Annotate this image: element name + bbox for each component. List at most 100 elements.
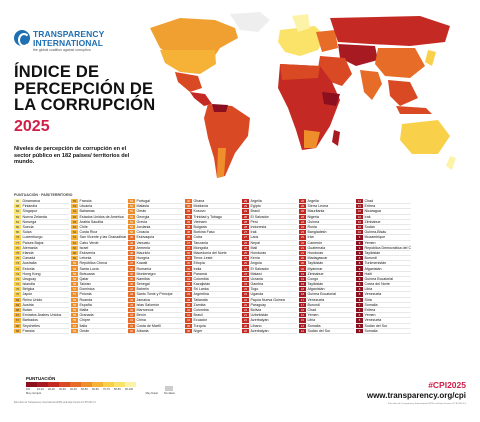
score-badge: 77: [14, 240, 21, 245]
country-name: Afganistán: [307, 287, 325, 292]
table-row: 83 Nueva Zelanda: [14, 214, 69, 220]
website-link[interactable]: www.transparency.org/cpi: [366, 391, 466, 400]
title-line-2: PERCEPCIÓN DE: [14, 79, 154, 98]
score-badge: 25: [299, 209, 306, 214]
table-row: 18 Guinea Ecuatorial: [299, 292, 354, 298]
score-badge: 20: [242, 328, 249, 333]
table-row: 61 San Vicente y las Granadinas: [71, 235, 126, 241]
table-row: 23 Togo: [242, 287, 297, 293]
country-name: Tailandia: [193, 297, 208, 302]
region-china: [375, 48, 425, 78]
table-row: 22 Paraguay: [242, 302, 297, 308]
table-row: 11 Chad: [356, 199, 411, 205]
table-row: 17 Venezuela: [299, 297, 354, 303]
table-row: 51 Grecia: [128, 219, 183, 225]
score-badge: 81: [14, 219, 21, 224]
country-name: Venezuela: [307, 297, 325, 302]
score-badge: 69: [14, 297, 21, 302]
table-row: 5 Somalia: [356, 328, 411, 334]
country-name: Namibia: [136, 276, 150, 281]
country-name: Bahréin: [136, 287, 149, 292]
score-badge: 70: [14, 287, 21, 292]
table-row: 13 Somalia: [299, 323, 354, 329]
country-name: Francia: [79, 199, 92, 204]
score-badge: 71: [14, 276, 21, 281]
country-name: Benín: [136, 313, 146, 318]
score-badge: 76: [14, 245, 21, 250]
score-badge: 37: [185, 240, 192, 245]
table-row: 33 Tailandia: [185, 297, 240, 303]
score-badge: 11: [356, 199, 363, 204]
country-name: Emiratos Árabes Unidos: [22, 313, 62, 318]
country-name: Mauricio: [136, 250, 151, 255]
country-name: Eslovaquia: [136, 235, 155, 240]
scale-swatch: [125, 382, 136, 387]
region-venezuela: [212, 104, 228, 112]
table-row: 72 Hong Kong: [14, 271, 69, 277]
country-name: Hungría: [136, 256, 150, 261]
score-badge: 22: [242, 307, 249, 313]
country-name: Estonia: [22, 266, 35, 271]
country-name: Guinea Ecuatorial: [307, 292, 337, 297]
country-name: Mali: [250, 245, 258, 250]
table-row: 15 Libia: [299, 318, 354, 324]
score-badge: 88: [14, 204, 21, 209]
country-name: Costa Rica: [79, 230, 98, 235]
score-badge: 84: [14, 209, 21, 214]
table-row: 39 Trinidad y Tobago: [185, 214, 240, 220]
country-name: Zimbabue: [364, 219, 381, 224]
table-row: 26 Mali: [242, 245, 297, 251]
score-badge: 10: [356, 219, 363, 224]
region-new-zealand: [446, 156, 456, 170]
score-badge: 8: [356, 271, 363, 276]
country-name: Camerún: [307, 240, 323, 245]
country-name: Chile: [79, 225, 88, 230]
country-name: Suecia: [22, 225, 34, 230]
table-row: 70 Bélgica: [14, 287, 69, 293]
region-chile-uruguay: [217, 148, 226, 178]
score-badge: 39: [185, 214, 192, 219]
score-badge: 8: [356, 266, 363, 271]
country-name: Turkmenistán: [364, 261, 387, 266]
country-name: Finlandia: [22, 204, 38, 209]
score-badge: 60: [71, 256, 78, 261]
country-name: Letonia: [79, 256, 92, 261]
country-name: Nigeria: [307, 214, 319, 219]
table-row: 22 Papúa Nueva Guinea: [242, 297, 297, 303]
country-name: Polonia: [79, 292, 92, 297]
country-name: Croacia: [136, 230, 149, 235]
score-badge: 41: [128, 323, 135, 328]
country-name: Somalia: [364, 302, 378, 307]
table-row: 20 Azerbaiyán: [242, 328, 297, 334]
table-row: 26 Sierra Leona: [299, 204, 354, 210]
score-badge: 40: [185, 204, 192, 209]
country-name: Noruega: [22, 219, 37, 224]
country-name: Honduras: [250, 250, 267, 255]
world-map: [150, 12, 456, 178]
table-row: 35 Panamá: [185, 271, 240, 277]
score-badge: 15: [299, 318, 306, 323]
table-row: 9 Yemen: [356, 240, 411, 246]
country-name: Ucrania: [250, 276, 263, 281]
country-name: Luxemburgo: [22, 235, 43, 240]
score-badge: 19: [299, 271, 306, 276]
table-row: 10 Irak: [356, 214, 411, 220]
table-row: 90 Dinamarca: [14, 199, 69, 205]
country-name: Colombia: [193, 308, 209, 313]
table-row: 31 Ecuador: [185, 318, 240, 324]
region-scandinavia: [292, 14, 310, 32]
country-name: Alemania: [22, 245, 38, 250]
country-name: China: [136, 318, 146, 323]
country-name: Timor-Leste: [193, 256, 213, 261]
score-badge: 25: [242, 250, 249, 256]
country-name: Eslovenia: [79, 250, 96, 255]
table-row: 46 Montenegro: [128, 271, 183, 277]
score-badge: 49: [128, 240, 135, 245]
table-row: 28 Perú: [242, 219, 297, 225]
country-name: Togo: [250, 287, 259, 292]
score-badge: 57: [71, 287, 78, 292]
table-row: 29 Brasil: [242, 209, 297, 215]
score-badge: 22: [299, 235, 306, 240]
scale-left-label: Muy corrupto: [26, 392, 42, 395]
no-data-key: Sin datos: [164, 386, 175, 395]
